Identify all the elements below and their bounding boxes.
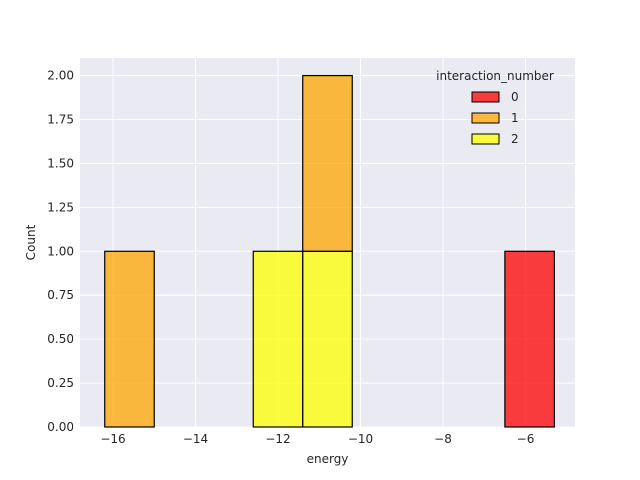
histogram-bar-group-1 <box>104 250 155 428</box>
legend-swatch-2 <box>471 133 500 145</box>
legend: interaction_number 0 1 2 <box>436 69 554 146</box>
y-tick-label: 1.50 <box>47 156 74 170</box>
x-tick-label: −8 <box>434 432 452 446</box>
y-tick-label: 0.50 <box>47 332 74 346</box>
histogram-bar-group-0 <box>504 250 555 428</box>
y-tick-label: 1.75 <box>47 113 74 127</box>
legend-swatch-0 <box>471 91 500 103</box>
legend-swatch-1 <box>471 112 500 124</box>
x-tick-label: −12 <box>265 432 290 446</box>
y-tick-label: 1.00 <box>47 244 74 258</box>
histogram-bar-group-2 <box>252 250 304 428</box>
tick-labels: −16 −14 −12 −10 −8 −6 0.00 0.25 0.50 0.75 1.00 1.25… <box>47 69 534 446</box>
y-tick-label: 0.25 <box>47 376 74 390</box>
histogram-bar-group-2 <box>302 250 353 428</box>
bars <box>104 74 555 428</box>
x-tick-label: −6 <box>517 432 535 446</box>
x-tick-label: −10 <box>348 432 373 446</box>
legend-title: interaction_number <box>436 69 554 83</box>
legend-entry-label: 0 <box>511 90 519 104</box>
y-tick-label: 0.75 <box>47 288 74 302</box>
y-tick-label: 0.00 <box>47 420 74 434</box>
legend-entry-label: 2 <box>511 132 519 146</box>
legend-entry-label: 1 <box>511 111 519 125</box>
y-tick-label: 1.25 <box>47 200 74 214</box>
histogram-bar-group-1 <box>302 74 353 252</box>
y-axis-label: Count <box>24 224 38 260</box>
y-tick-label: 2.00 <box>47 69 74 83</box>
x-axis-label: energy <box>307 452 349 466</box>
x-tick-label: −14 <box>183 432 208 446</box>
x-tick-label: −16 <box>100 432 125 446</box>
